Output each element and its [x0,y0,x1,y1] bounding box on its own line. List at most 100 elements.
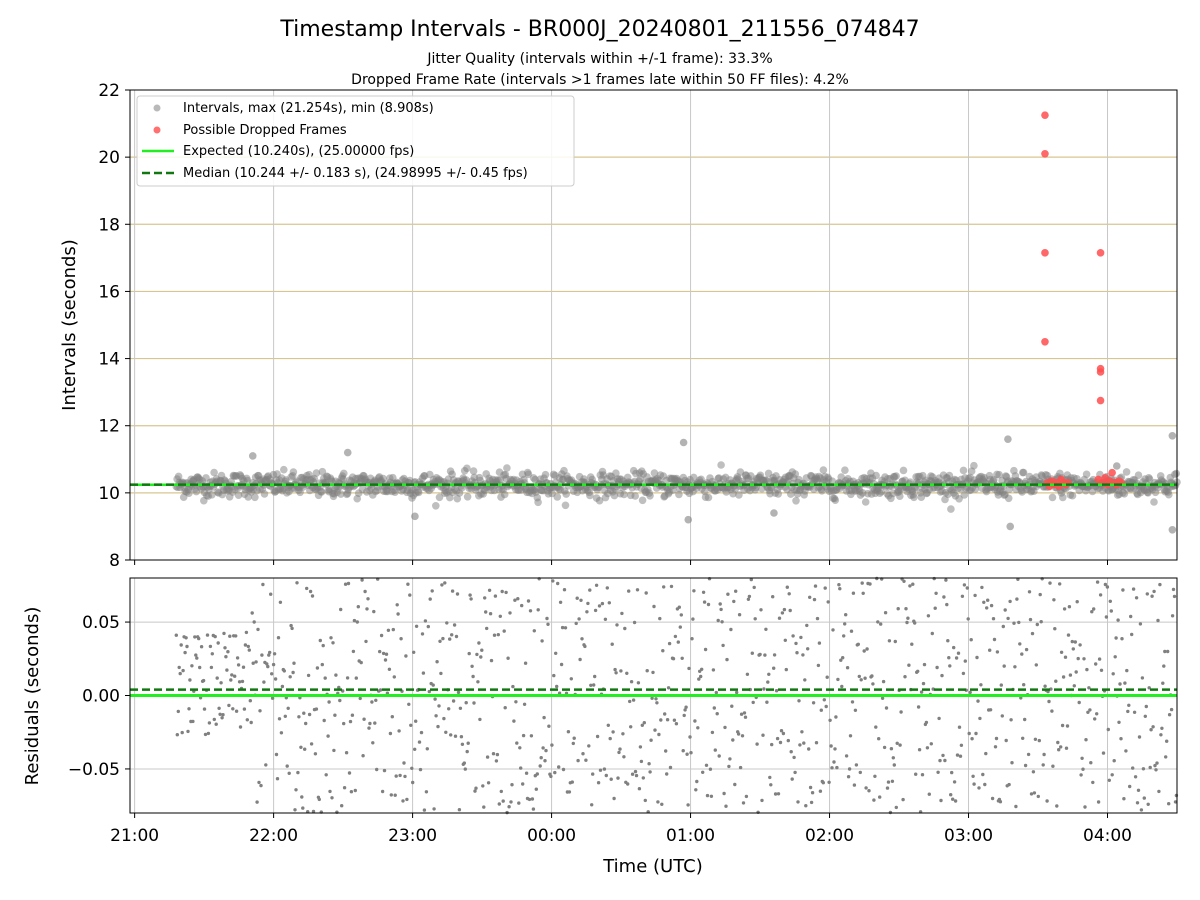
residual-point [1096,800,1101,804]
residual-point [1017,620,1021,625]
residual-point [482,805,486,809]
residual-point [796,800,800,804]
residual-point [1077,700,1081,705]
interval-point [1068,491,1077,500]
residual-point [640,723,644,727]
residual-point [306,673,311,678]
residual-point [720,620,724,624]
residual-point [587,744,591,748]
residual-point [1148,765,1152,770]
residual-point [943,758,947,763]
residual-point [226,650,230,654]
residual-point [203,732,208,737]
residual-point [1126,709,1130,714]
residual-point [899,710,903,714]
residual-point [814,741,819,745]
residual-point [1020,652,1024,656]
residual-point [571,741,575,746]
residual-point [743,715,748,719]
residual-point [832,760,836,764]
intervals-y-ticks: 8 10 12 14 16 18 20 22 [98,81,130,571]
residual-point [1083,805,1087,809]
x-tick-label: 01:00 [666,826,715,846]
residual-point [808,785,813,790]
residual-point [792,755,796,760]
residual-point [611,730,615,734]
residual-point [881,679,886,684]
residual-point [758,652,762,657]
legend-intervals-label: Intervals, max (21.254s), min (8.908s) [183,101,434,116]
residual-point [1021,736,1025,740]
residual-point [224,655,228,659]
residual-point [622,755,626,759]
residual-point [471,674,475,679]
residual-point [595,734,600,739]
residual-point [234,709,239,713]
residual-point [977,786,981,790]
x-tick-label: 02:00 [805,826,854,846]
residual-point [241,665,246,669]
residual-point [999,683,1003,687]
residual-point [614,671,618,675]
interval-point [280,465,288,474]
residual-point [244,630,249,635]
residual-point [969,638,973,642]
dropped-frame-point [1041,249,1049,257]
residual-point [1070,639,1075,644]
residual-point [514,700,518,704]
residual-point [419,730,424,735]
residual-point [806,647,810,651]
residual-point [993,745,998,749]
residual-point [609,777,613,781]
residual-point [982,600,986,604]
residual-point [717,754,721,758]
residual-point [329,636,333,640]
residual-point [315,666,320,670]
residual-point [318,638,322,643]
residual-point [1076,656,1080,661]
residual-point [823,586,827,590]
residuals-plot: −0.05 0.00 0.05 21:00 22:00 23:00 00:00 01:00 0… [22,576,1179,877]
intervals-y-tick-label: 22 [98,81,120,101]
residual-point [216,641,220,645]
residual-point [547,724,551,728]
residual-point [577,617,581,621]
interval-point [650,469,659,477]
residuals-reference-lines [130,688,1177,697]
residual-point [456,690,461,695]
residual-point [1155,761,1159,765]
residual-point [668,765,673,770]
interval-point [959,466,968,475]
residual-point [227,703,231,708]
residual-point [225,668,229,672]
residual-point [1170,614,1175,618]
residual-point [293,808,297,812]
residual-point [478,717,482,722]
residual-point [1156,618,1160,623]
residual-point [951,797,955,801]
residual-point [402,761,406,765]
residual-point [449,733,453,737]
interval-point [391,488,399,497]
residual-point [1048,581,1052,585]
interval-point [1004,435,1012,443]
residual-point [768,775,772,780]
residual-point [617,750,621,755]
residual-point [798,743,802,747]
residual-point [1052,598,1056,602]
dropped-frame-point [1096,396,1105,405]
residual-point [272,652,277,656]
residual-point [632,620,637,625]
residual-point [825,675,829,679]
residual-point [1151,725,1155,729]
residual-point [905,620,909,625]
residual-point [500,589,504,594]
residual-point [811,701,816,705]
residual-point [819,708,823,712]
residual-point [553,770,557,775]
residual-point [476,680,480,684]
residual-point [850,700,855,704]
residual-point [1072,684,1077,688]
residual-point [886,780,891,784]
residual-point [764,627,768,631]
